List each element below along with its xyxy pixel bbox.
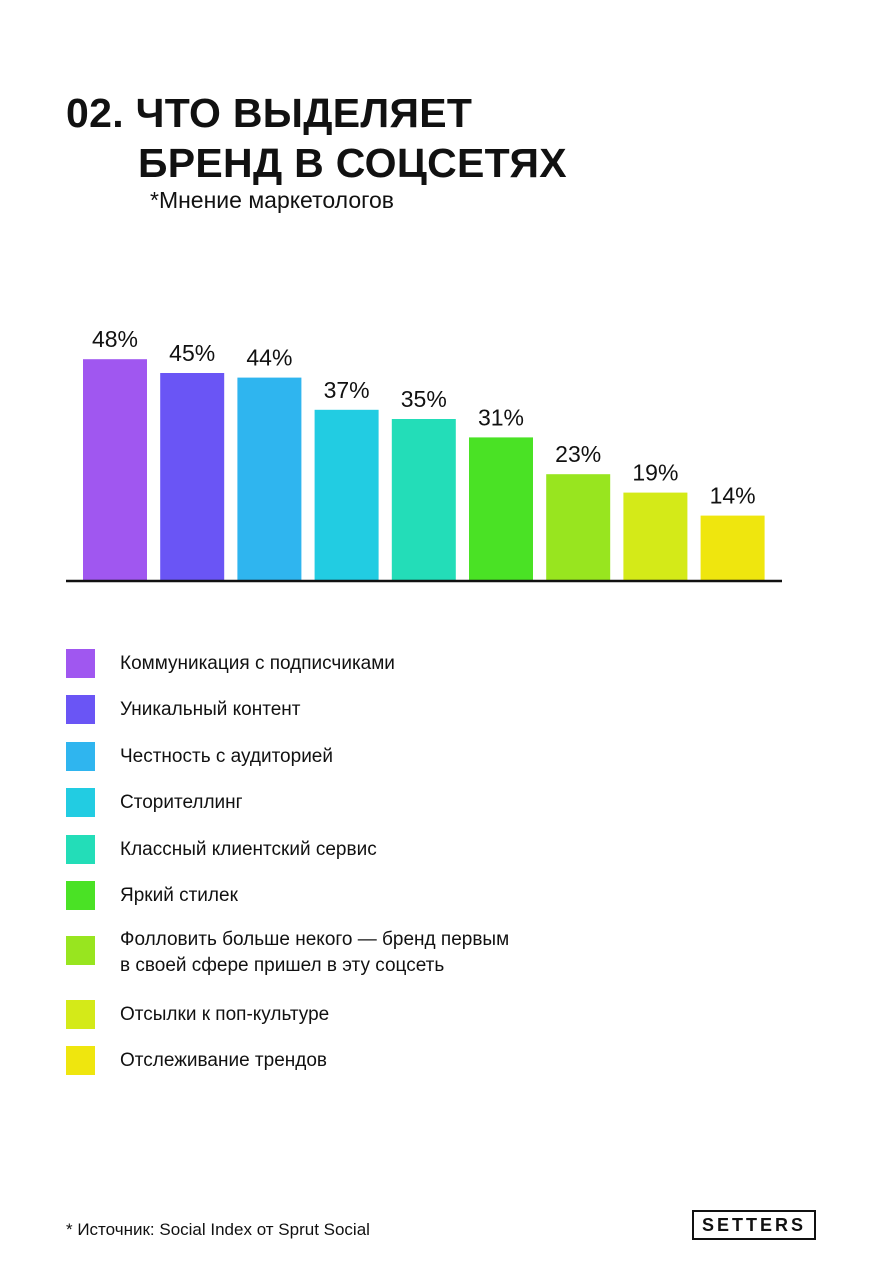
bar-value-label-4: 37% xyxy=(324,377,370,403)
legend-label-2: Уникальный контент xyxy=(120,699,301,720)
bar-value-label-6: 31% xyxy=(478,404,524,430)
legend-label-6: Яркий стилек xyxy=(120,885,238,906)
bar-value-label-5: 35% xyxy=(401,386,447,412)
legend-label-7: Фолловить больше некого — бренд первым в… xyxy=(120,929,510,976)
legend-label-5: Классный клиентский сервис xyxy=(120,839,377,860)
legend-swatch-6 xyxy=(66,881,95,910)
bar-6 xyxy=(469,437,533,580)
legend-label-3: Честность с аудиторией xyxy=(120,746,333,767)
legend-swatch-7 xyxy=(66,936,95,965)
bar-value-label-1: 48% xyxy=(92,326,138,352)
legend-swatch-3 xyxy=(66,742,95,771)
bar-value-label-8: 19% xyxy=(632,460,678,486)
legend-swatch-5 xyxy=(66,835,95,864)
chart-title-line1: 02. ЧТО ВЫДЕЛЯЕТ xyxy=(66,90,473,136)
bar-chart: 48% 45% 44% 37% 35% 31% 23% 19% 14% xyxy=(66,326,782,583)
legend-item-2: Уникальный контент xyxy=(66,695,300,724)
legend-swatch-8 xyxy=(66,1000,95,1029)
source-note: * Источник: Social Index от Sprut Social xyxy=(66,1220,370,1239)
bar-7 xyxy=(546,474,611,580)
setters-logo: SETTERS xyxy=(692,1210,816,1240)
legend-item-8: Отсылки к поп-культуре xyxy=(66,1000,329,1029)
bar-1 xyxy=(83,359,147,580)
bar-value-label-2: 45% xyxy=(169,340,215,366)
bar-value-label-3: 44% xyxy=(246,345,292,371)
legend-label-1: Коммуникация с подписчиками xyxy=(120,653,395,674)
legend-swatch-9 xyxy=(66,1046,95,1075)
chart-title: 02. ЧТО ВЫДЕЛЯЕТ БРЕНД В СОЦСЕТЯХ xyxy=(66,88,567,188)
legend-label-4: Сторителлинг xyxy=(120,792,243,813)
legend-item-7: Фолловить больше некого — бренд первым в… xyxy=(66,929,509,979)
legend-item-9: Отслеживание трендов xyxy=(66,1046,327,1075)
legend-item-4: Сторителлинг xyxy=(66,788,243,817)
legend-label-9: Отслеживание трендов xyxy=(120,1050,328,1071)
legend-swatch-4 xyxy=(66,788,95,817)
bar-8 xyxy=(623,492,688,580)
legend-item-3: Честность с аудиторией xyxy=(66,742,333,771)
legend-swatch-1 xyxy=(66,649,95,678)
legend-label-8: Отсылки к поп-культуре xyxy=(120,1004,330,1025)
bar-value-label-9: 14% xyxy=(710,483,756,509)
legend-item-6: Яркий стилек xyxy=(66,881,238,910)
bar-value-label-7: 23% xyxy=(555,441,601,467)
bar-2 xyxy=(160,373,225,580)
bar-3 xyxy=(237,377,302,580)
bar-9 xyxy=(700,515,765,580)
bar-5 xyxy=(391,419,456,580)
legend-swatch-2 xyxy=(66,695,95,724)
legend-item-5: Классный клиентский сервис xyxy=(66,835,377,864)
chart-subtitle: *Мнение маркетологов xyxy=(150,187,395,213)
legend-item-1: Коммуникация с подписчиками xyxy=(66,649,395,678)
bar-4 xyxy=(314,409,379,580)
chart-title-line2: БРЕНД В СОЦСЕТЯХ xyxy=(138,140,567,186)
